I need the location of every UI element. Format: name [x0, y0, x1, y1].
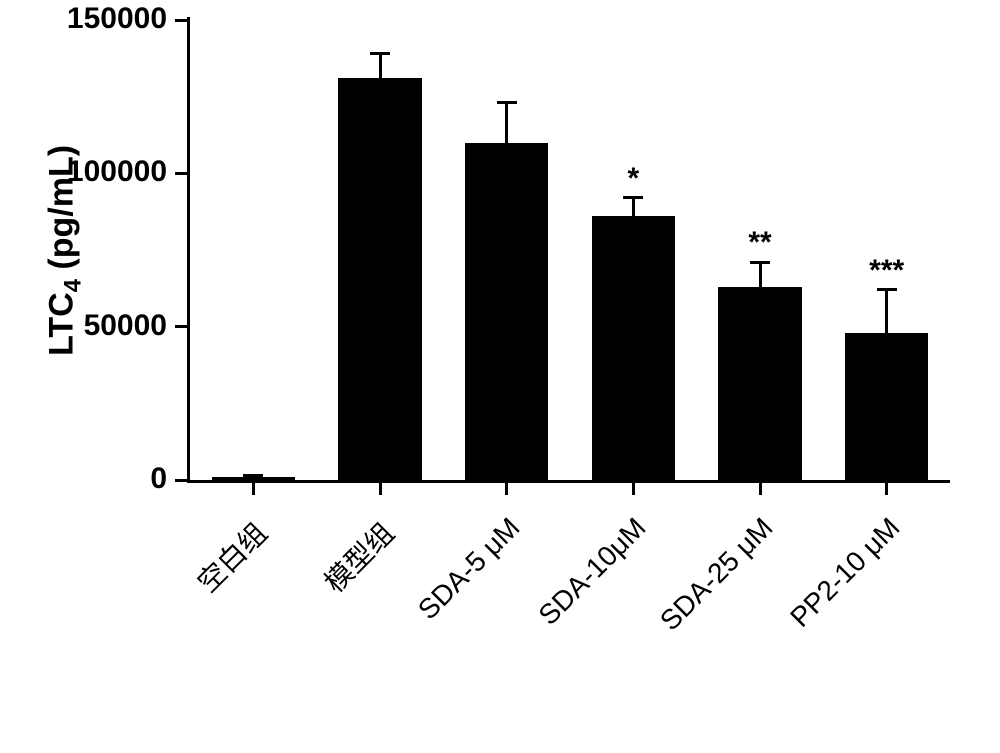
error-cap — [877, 288, 897, 291]
y-tick-label: 100000 — [7, 155, 167, 189]
error-cap — [370, 52, 390, 55]
error-cap — [623, 196, 643, 199]
error-bar — [759, 262, 762, 287]
y-tick-label: 50000 — [7, 309, 167, 343]
x-tick — [759, 483, 762, 495]
error-bar — [379, 54, 382, 79]
bar — [592, 216, 676, 480]
y-axis-label: LTC4 (pg/mL) — [43, 50, 88, 450]
x-tick-label: SDA-5 μM — [291, 512, 526, 747]
x-axis — [187, 480, 950, 483]
bar — [338, 78, 422, 480]
x-tick — [632, 483, 635, 495]
plot-area — [190, 20, 950, 480]
error-cap — [243, 474, 263, 477]
x-tick — [379, 483, 382, 495]
bar — [465, 143, 549, 480]
x-tick-label: 空白组 — [35, 513, 275, 753]
y-tick — [175, 325, 187, 328]
significance-marker: * — [593, 162, 673, 196]
y-tick — [175, 19, 187, 22]
error-bar — [885, 290, 888, 333]
x-tick — [505, 483, 508, 495]
figure: LTC4 (pg/mL) 050000100000150000空白组模型组SDA… — [0, 0, 1000, 720]
error-bar — [632, 198, 635, 216]
error-cap — [750, 261, 770, 264]
significance-marker: ** — [720, 226, 800, 260]
significance-marker: *** — [847, 254, 927, 288]
y-axis — [187, 17, 190, 483]
x-tick-label: PP2-10 μM — [671, 512, 906, 747]
bar — [718, 287, 802, 480]
x-tick — [252, 483, 255, 495]
bar — [212, 477, 296, 480]
x-tick-label: 模型组 — [162, 513, 402, 753]
y-tick-label: 0 — [7, 462, 167, 496]
error-cap — [497, 101, 517, 104]
x-tick — [885, 483, 888, 495]
x-tick-label: SDA-25 μM — [545, 512, 780, 747]
y-tick-label: 150000 — [7, 2, 167, 36]
bar — [845, 333, 929, 480]
error-bar — [505, 103, 508, 143]
y-tick — [175, 172, 187, 175]
y-tick — [175, 479, 187, 482]
x-tick-label: SDA-10μM — [418, 512, 653, 747]
